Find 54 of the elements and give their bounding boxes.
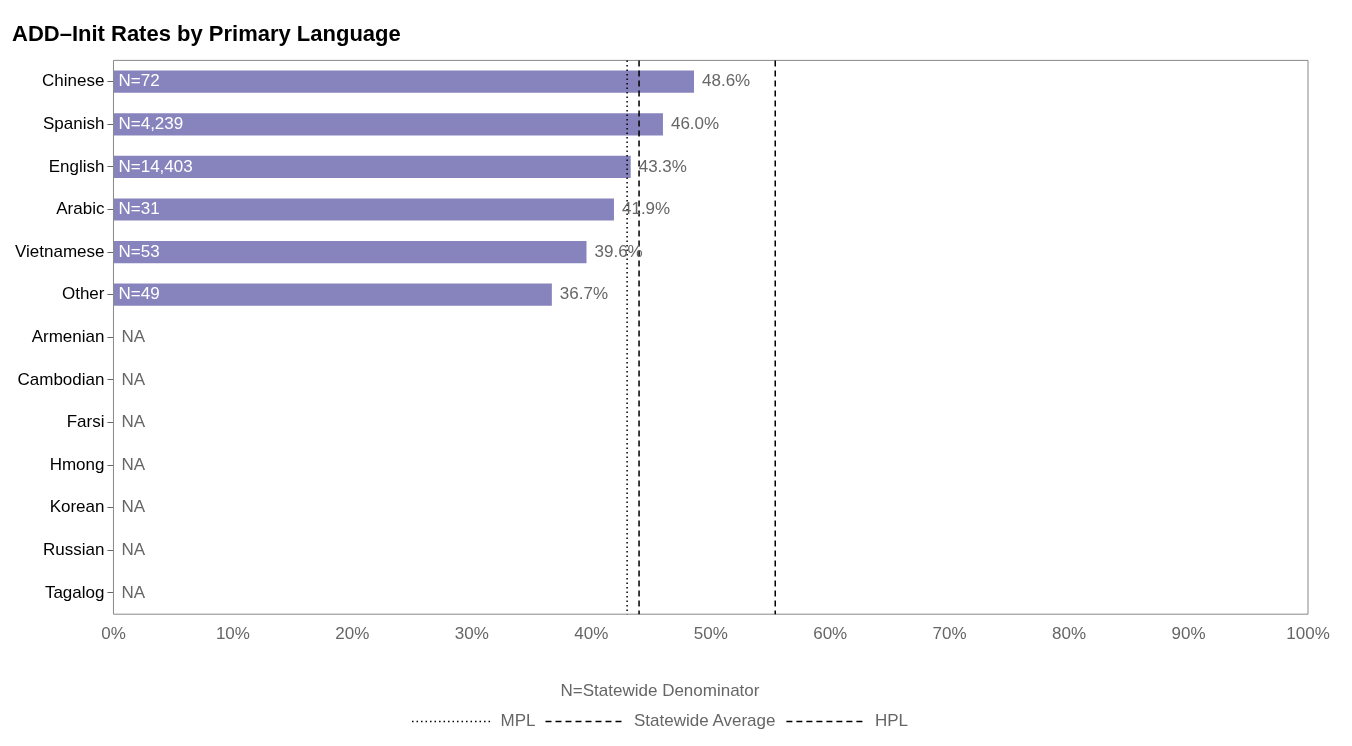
- annotation: N=31: [118, 199, 160, 219]
- text: NA: [121, 326, 146, 346]
- bar: [113, 283, 552, 306]
- y-tick-label: Arabic: [56, 199, 105, 219]
- y-tick-label: Other: [61, 284, 105, 304]
- annotation: N=53: [118, 241, 160, 261]
- bar: [113, 155, 631, 178]
- y-tick-label: Farsi: [66, 412, 105, 432]
- data-label: 36.7%: [559, 284, 609, 304]
- y-tick-label: Hmong: [49, 454, 105, 474]
- x-tick-label: 60%: [813, 624, 848, 644]
- data-label: 43.3%: [638, 156, 687, 176]
- x-tick-label: 80%: [1052, 624, 1087, 644]
- chart-title: ADD–Init Rates by Primary Language: [12, 21, 401, 47]
- annotation: N=72: [118, 71, 160, 91]
- x-tick-label: 100%: [1286, 624, 1330, 644]
- text: NA: [121, 497, 146, 517]
- y-tick-label: Tagalog: [44, 582, 105, 602]
- legend-label: Statewide Average: [634, 711, 776, 731]
- legend-label: MPL: [500, 711, 536, 731]
- y-tick-label: Cambodian: [17, 369, 105, 389]
- x-tick-label: 10%: [215, 624, 250, 644]
- text: NA: [121, 539, 146, 559]
- annotation: N=49: [118, 284, 160, 304]
- bar: [113, 241, 587, 264]
- data-label: 41.9%: [621, 199, 671, 219]
- text: NA: [121, 454, 146, 474]
- x-tick-label: 30%: [454, 624, 489, 644]
- bar: [113, 198, 614, 221]
- y-tick-label: Armenian: [31, 326, 105, 346]
- x-tick-label: 50%: [693, 624, 728, 644]
- data-label: 48.6%: [702, 71, 751, 91]
- data-label: 46.0%: [670, 113, 720, 133]
- bar: [113, 70, 695, 93]
- y-tick-label: Spanish: [43, 113, 105, 133]
- y-tick-label: Vietnamese: [15, 241, 105, 261]
- x-tick-label: 0%: [101, 624, 126, 644]
- x-tick-label: 40%: [574, 624, 609, 644]
- y-tick-label: Chinese: [42, 71, 105, 91]
- y-tick-label: Russian: [43, 539, 105, 559]
- bar: [113, 113, 663, 136]
- y-tick-label: English: [48, 156, 105, 176]
- annotation: N=14,403: [118, 156, 193, 176]
- text: NA: [121, 369, 146, 389]
- text: NA: [121, 412, 146, 432]
- legend-label: HPL: [874, 711, 908, 731]
- legend-title: N=Statewide Denominator: [560, 680, 760, 700]
- y-tick-label: Korean: [49, 497, 105, 517]
- text: NA: [121, 582, 146, 602]
- x-tick-label: 20%: [335, 624, 370, 644]
- x-tick-label: 90%: [1171, 624, 1206, 644]
- data-label: 39.6%: [594, 241, 643, 261]
- x-tick-label: 70%: [932, 624, 967, 644]
- annotation: N=4,239: [118, 113, 184, 133]
